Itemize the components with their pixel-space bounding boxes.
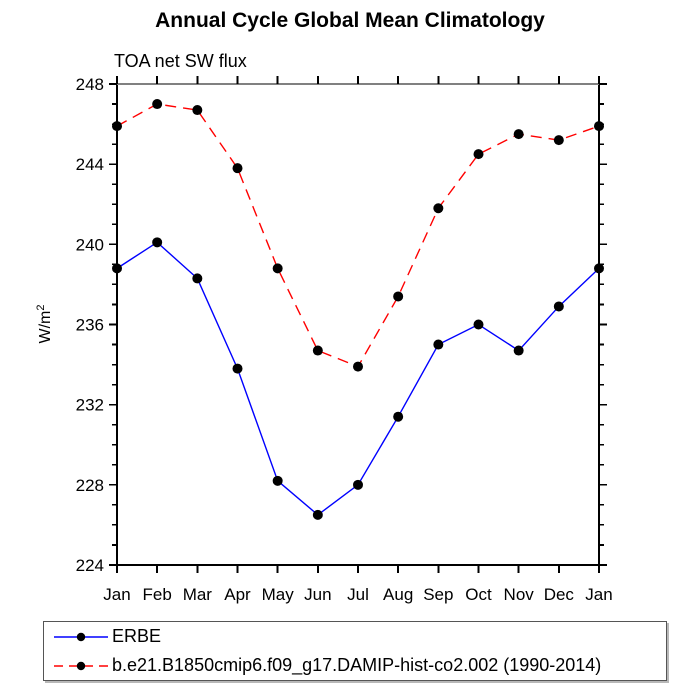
y-tick-label-236: 236: [76, 316, 104, 335]
legend-item-erbe: ERBE: [52, 622, 666, 651]
x-tick-label-0: Jan: [103, 585, 130, 604]
series-line-0: [116, 241, 600, 516]
x-tick-label-4: May: [262, 585, 295, 604]
x-tick-label-8: Sep: [423, 585, 453, 604]
x-tick-label-3: Apr: [224, 585, 251, 604]
data-point-marker: [433, 203, 444, 214]
data-point-marker: [353, 361, 363, 372]
y-tick-label-228: 228: [76, 476, 104, 495]
legend-box: ERBE b.e21.B1850cmip6.f09_g17.DAMIP-hist…: [43, 621, 667, 681]
chart-subtitle: TOA net SW flux: [114, 51, 247, 71]
data-point-marker: [112, 121, 122, 132]
chart-title: Annual Cycle Global Mean Climatology: [155, 9, 545, 32]
data-point-marker: [232, 363, 243, 374]
data-point-marker: [433, 339, 444, 350]
data-point-marker: [272, 475, 283, 486]
data-point-marker: [473, 149, 484, 160]
data-point-marker: [513, 345, 524, 356]
data-point-marker: [192, 273, 203, 284]
y-tick-label-244: 244: [76, 155, 104, 174]
data-point-marker: [192, 105, 203, 116]
data-point-marker: [553, 135, 564, 146]
y-tick-label-248: 248: [76, 75, 104, 94]
legend-item-model: b.e21.B1850cmip6.f09_g17.DAMIP-hist-co2.…: [52, 651, 666, 680]
y-tick-label-232: 232: [76, 396, 104, 415]
y-tick-label-240: 240: [76, 235, 104, 254]
x-tick-label-7: Aug: [383, 585, 413, 604]
data-point-marker: [152, 99, 163, 110]
x-tick-label-11: Dec: [544, 585, 575, 604]
data-point-marker: [152, 237, 163, 248]
y-tick-label-224: 224: [76, 556, 104, 575]
data-point-marker: [312, 509, 323, 520]
x-tick-label-5: Jun: [304, 585, 331, 604]
data-point-marker: [393, 291, 404, 302]
data-point-marker: [473, 319, 484, 330]
x-tick-label-9: Oct: [465, 585, 492, 604]
x-tick-label-1: Feb: [143, 585, 172, 604]
data-point-marker: [594, 121, 604, 132]
data-point-marker: [513, 129, 524, 140]
series-line-1: [116, 103, 600, 368]
data-point-marker: [553, 301, 564, 312]
legend-sample-solid-line-icon: [54, 632, 108, 641]
data-point-marker: [312, 345, 323, 356]
x-tick-label-12: Jan: [585, 585, 612, 604]
x-tick-label-10: Nov: [504, 585, 535, 604]
data-point-marker: [232, 163, 243, 174]
legend-sample-dashed-line-icon: [54, 661, 108, 670]
x-tick-label-2: Mar: [183, 585, 213, 604]
data-point-marker: [112, 263, 122, 274]
data-point-marker: [393, 411, 404, 422]
data-point-marker: [353, 479, 363, 490]
data-point-marker: [594, 263, 604, 274]
data-point-marker: [272, 263, 283, 274]
legend-label-model: b.e21.B1850cmip6.f09_g17.DAMIP-hist-co2.…: [112, 655, 602, 675]
legend-label-erbe: ERBE: [112, 626, 162, 646]
x-tick-label-6: Jul: [347, 585, 369, 604]
